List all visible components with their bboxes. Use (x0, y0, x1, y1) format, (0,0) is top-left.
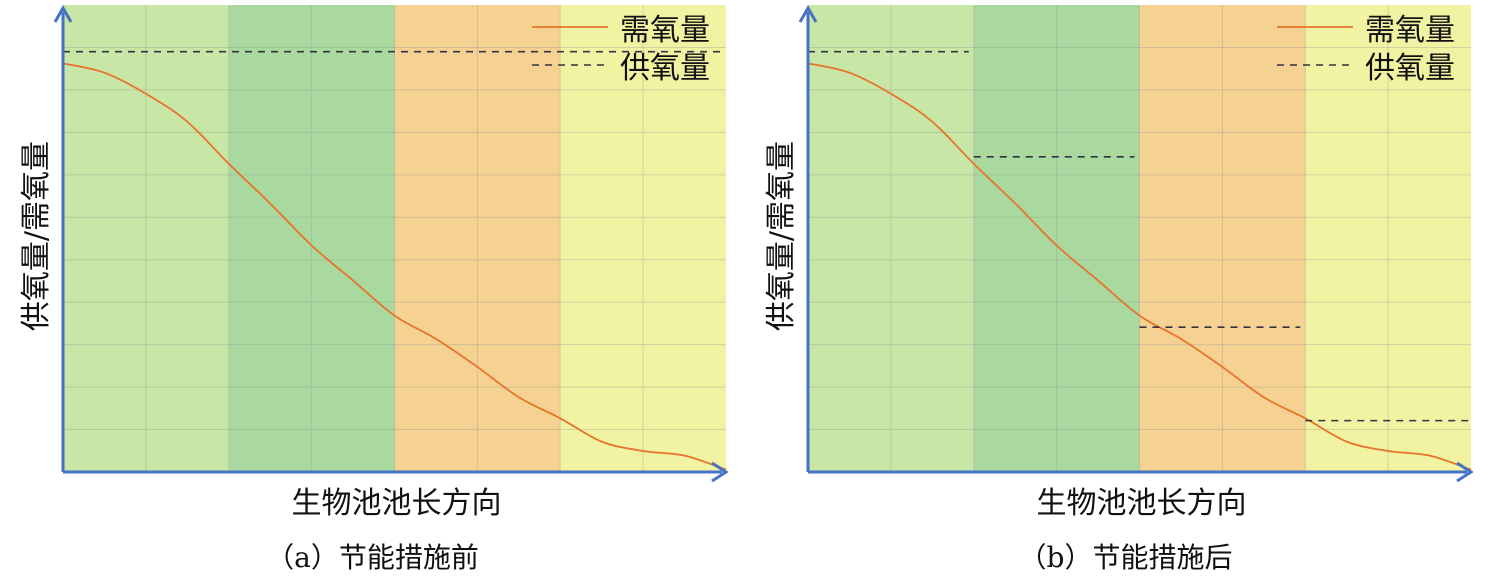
legend-label: 需氧量 (620, 13, 710, 48)
chart-svg (53, 4, 729, 483)
y-axis-label: 供氧量/需氧量 (764, 140, 799, 332)
zone-band-2 (228, 5, 395, 472)
figure-caption: （b）节能措施后 (1018, 541, 1233, 574)
legend-label: 供氧量 (620, 51, 710, 86)
grid-lines (63, 5, 726, 472)
legend-item-2: 供氧量 (532, 43, 710, 87)
legend-item-1: 需氧量 (532, 5, 710, 49)
zone-band-2 (973, 5, 1140, 472)
zone-band-3 (1139, 5, 1306, 472)
legend-item-1: 需氧量 (1277, 5, 1455, 49)
x-axis-label: 生物池池长方向 (291, 486, 502, 521)
zone-band-1 (808, 5, 974, 472)
legend-item-2: 供氧量 (1277, 43, 1455, 87)
series-line-oxygen-demand (62, 62, 727, 471)
legend-label: 供氧量 (1365, 51, 1455, 86)
legend-label: 需氧量 (1365, 13, 1455, 48)
figure-caption: （a）节能措施前 (266, 541, 479, 574)
legend-swatch-icon (1277, 64, 1353, 66)
legend-swatch-icon (532, 26, 608, 28)
zone-band-4 (1305, 5, 1471, 472)
legend-swatch-icon (1277, 26, 1353, 28)
y-axis-arrow-icon (53, 4, 73, 23)
chart-panel-a: 需氧量 供氧量供氧量/需氧量生物池池长方向 （a）节能措施前 (19, 4, 729, 574)
grid-lines (808, 5, 1471, 472)
series-line-oxygen-demand (807, 62, 1472, 471)
x-axis-arrow-icon (711, 461, 729, 483)
x-axis-label: 生物池池长方向 (1036, 486, 1247, 521)
zone-band-3 (394, 5, 561, 472)
y-axis-label: 供氧量/需氧量 (19, 140, 54, 332)
chart-panel-b: 需氧量 供氧量供氧量/需氧量生物池池长方向 （b）节能措施后 (745, 0, 1489, 581)
y-axis-arrow-icon (798, 4, 818, 23)
x-axis-arrow-icon (1456, 461, 1474, 483)
chart-svg (798, 4, 1474, 483)
zone-band-4 (560, 5, 726, 472)
legend-swatch-icon (532, 64, 608, 66)
zone-band-1 (63, 5, 229, 472)
